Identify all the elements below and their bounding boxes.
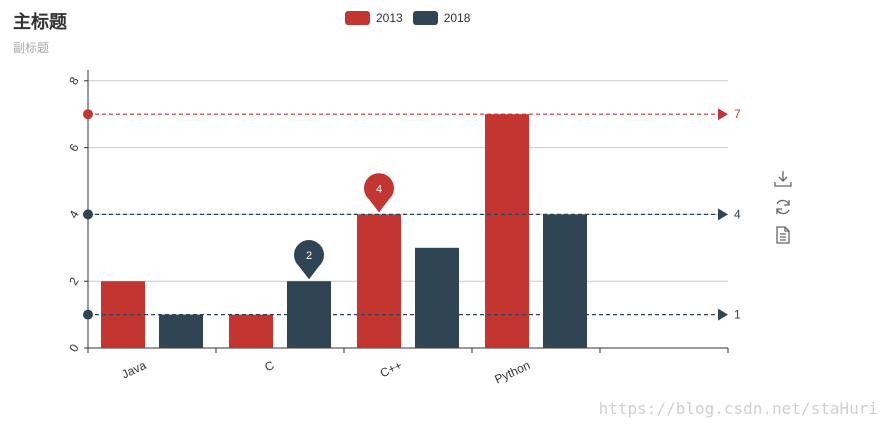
bar-2018 bbox=[415, 247, 459, 348]
y-tick-label: 6 bbox=[66, 141, 82, 154]
mark-line-start-dot bbox=[83, 109, 93, 120]
x-tick-label: C bbox=[262, 358, 276, 374]
legend-item-2013[interactable]: 2013 bbox=[345, 11, 403, 25]
mark-line-arrow bbox=[718, 208, 728, 221]
refresh-icon[interactable] bbox=[773, 198, 793, 216]
legend-swatch-2013 bbox=[345, 11, 370, 25]
data-view-icon[interactable] bbox=[773, 226, 793, 244]
mark-point-pin bbox=[363, 173, 394, 213]
mark-point-label: 2 bbox=[306, 250, 312, 262]
mark-line-start-dot bbox=[83, 309, 93, 320]
bar-2018 bbox=[543, 214, 587, 348]
chart-title: 主标题 bbox=[13, 12, 67, 32]
x-tick-label: Python bbox=[492, 358, 532, 386]
mark-point-label: 4 bbox=[376, 183, 382, 195]
chart-subtitle: 副标题 bbox=[13, 41, 50, 55]
mark-line-arrow bbox=[718, 308, 728, 321]
mark-line-label: 4 bbox=[734, 207, 741, 221]
y-tick-label: 0 bbox=[66, 341, 82, 354]
mark-line-arrow bbox=[718, 108, 728, 121]
bar-2013 bbox=[357, 214, 401, 348]
toolbox bbox=[773, 170, 793, 244]
legend-label-2013: 2013 bbox=[376, 11, 403, 25]
legend-label-2018: 2018 bbox=[443, 11, 471, 25]
mark-line-label: 7 bbox=[734, 107, 741, 121]
mark-line-label: 1 bbox=[734, 308, 741, 322]
x-tick-label: C++ bbox=[378, 358, 404, 380]
watermark: https://blog.csdn.net/staHuri bbox=[598, 399, 878, 418]
legend-swatch-2018 bbox=[412, 11, 438, 25]
y-tick-label: 2 bbox=[66, 275, 82, 288]
bar-2013 bbox=[229, 314, 273, 348]
bar-2013 bbox=[485, 114, 529, 348]
legend: 2013 2018 bbox=[345, 11, 470, 25]
y-tick-label: 4 bbox=[66, 208, 82, 221]
mark-point-pin bbox=[294, 240, 324, 280]
x-tick-label: Java bbox=[119, 358, 148, 382]
legend-item-2018[interactable]: 2018 bbox=[412, 11, 471, 25]
download-icon[interactable] bbox=[773, 170, 793, 188]
y-tick-label: 8 bbox=[66, 74, 82, 87]
mark-line-start-dot bbox=[83, 209, 93, 220]
bar-2018 bbox=[159, 314, 203, 348]
